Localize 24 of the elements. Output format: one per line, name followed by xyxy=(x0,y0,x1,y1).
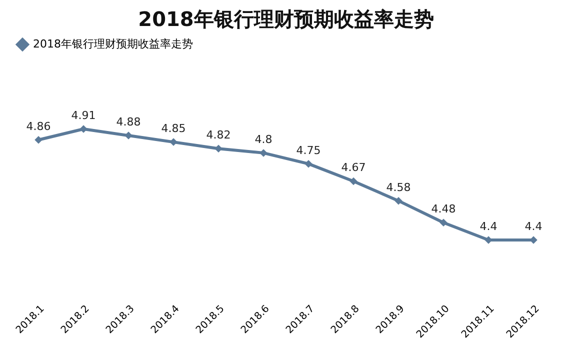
point xyxy=(304,160,312,168)
data-label: 4.85 xyxy=(161,122,186,136)
data-label: 4.48 xyxy=(431,202,456,216)
point xyxy=(214,144,222,152)
data-label: 4.67 xyxy=(341,161,366,174)
point xyxy=(34,136,42,144)
point xyxy=(440,218,448,226)
point xyxy=(80,125,88,133)
data-label: 4.88 xyxy=(116,116,141,129)
chart-title: 2018年银行理财预期收益率走势 xyxy=(138,7,434,31)
point xyxy=(350,177,358,186)
point xyxy=(394,196,402,205)
data-label: 4.8 xyxy=(254,132,272,146)
data-label: 4.58 xyxy=(386,180,411,194)
data-label: 4.82 xyxy=(206,128,231,142)
legend-label: 2018年银行理财预期收益率走势 xyxy=(33,38,193,50)
point xyxy=(170,138,178,146)
point xyxy=(124,132,132,140)
point xyxy=(260,149,268,157)
data-label: 4.75 xyxy=(296,144,321,157)
data-label: 4.86 xyxy=(26,120,51,133)
data-label: 4.91 xyxy=(71,109,96,122)
data-label: 4.4 xyxy=(480,220,498,233)
data-label: 4.4 xyxy=(524,220,542,233)
